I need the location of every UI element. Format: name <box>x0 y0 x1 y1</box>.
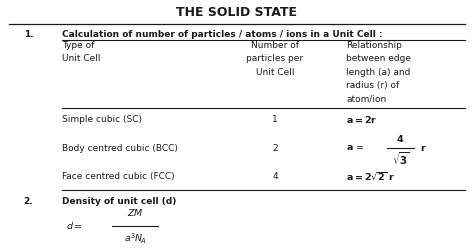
Text: $ZM$: $ZM$ <box>127 207 144 218</box>
Text: Density of unit cell (d): Density of unit cell (d) <box>62 197 176 206</box>
Text: $\bf{4}$: $\bf{4}$ <box>396 133 405 144</box>
Text: $\bf{a = 2r}$: $\bf{a = 2r}$ <box>346 114 377 125</box>
Text: $d =$: $d =$ <box>66 220 83 231</box>
Text: Unit Cell: Unit Cell <box>255 68 294 77</box>
Text: Calculation of number of particles / atoms / ions in a Unit Cell :: Calculation of number of particles / ato… <box>62 30 382 39</box>
Text: $\bf{a = 2\sqrt{2}\ r}$: $\bf{a = 2\sqrt{2}\ r}$ <box>346 170 395 182</box>
Text: 2.: 2. <box>24 197 33 206</box>
Text: Unit Cell: Unit Cell <box>62 54 100 63</box>
Text: 2: 2 <box>272 144 278 153</box>
Text: Type of: Type of <box>62 41 94 50</box>
Text: particles per: particles per <box>246 54 303 63</box>
Text: Relationship: Relationship <box>346 41 402 50</box>
Text: Face centred cubic (FCC): Face centred cubic (FCC) <box>62 172 174 181</box>
Text: atom/ion: atom/ion <box>346 94 386 103</box>
Text: $\bf{\sqrt{3}}$: $\bf{\sqrt{3}}$ <box>392 150 410 167</box>
Text: radius (r) of: radius (r) of <box>346 81 399 90</box>
Text: $\bf{a}$ =: $\bf{a}$ = <box>346 143 365 152</box>
Text: $\bf{r}$: $\bf{r}$ <box>420 143 427 153</box>
Text: between edge: between edge <box>346 54 411 63</box>
Text: Number of: Number of <box>251 41 299 50</box>
Text: $a^3N_{\!A}$: $a^3N_{\!A}$ <box>124 232 146 246</box>
Text: 1.: 1. <box>24 30 33 39</box>
Text: Simple cubic (SC): Simple cubic (SC) <box>62 115 142 124</box>
Text: 4: 4 <box>272 172 278 181</box>
Text: length (a) and: length (a) and <box>346 68 410 77</box>
Text: Body centred cubic (BCC): Body centred cubic (BCC) <box>62 144 177 153</box>
Text: THE SOLID STATE: THE SOLID STATE <box>176 6 298 19</box>
Text: 1: 1 <box>272 115 278 124</box>
